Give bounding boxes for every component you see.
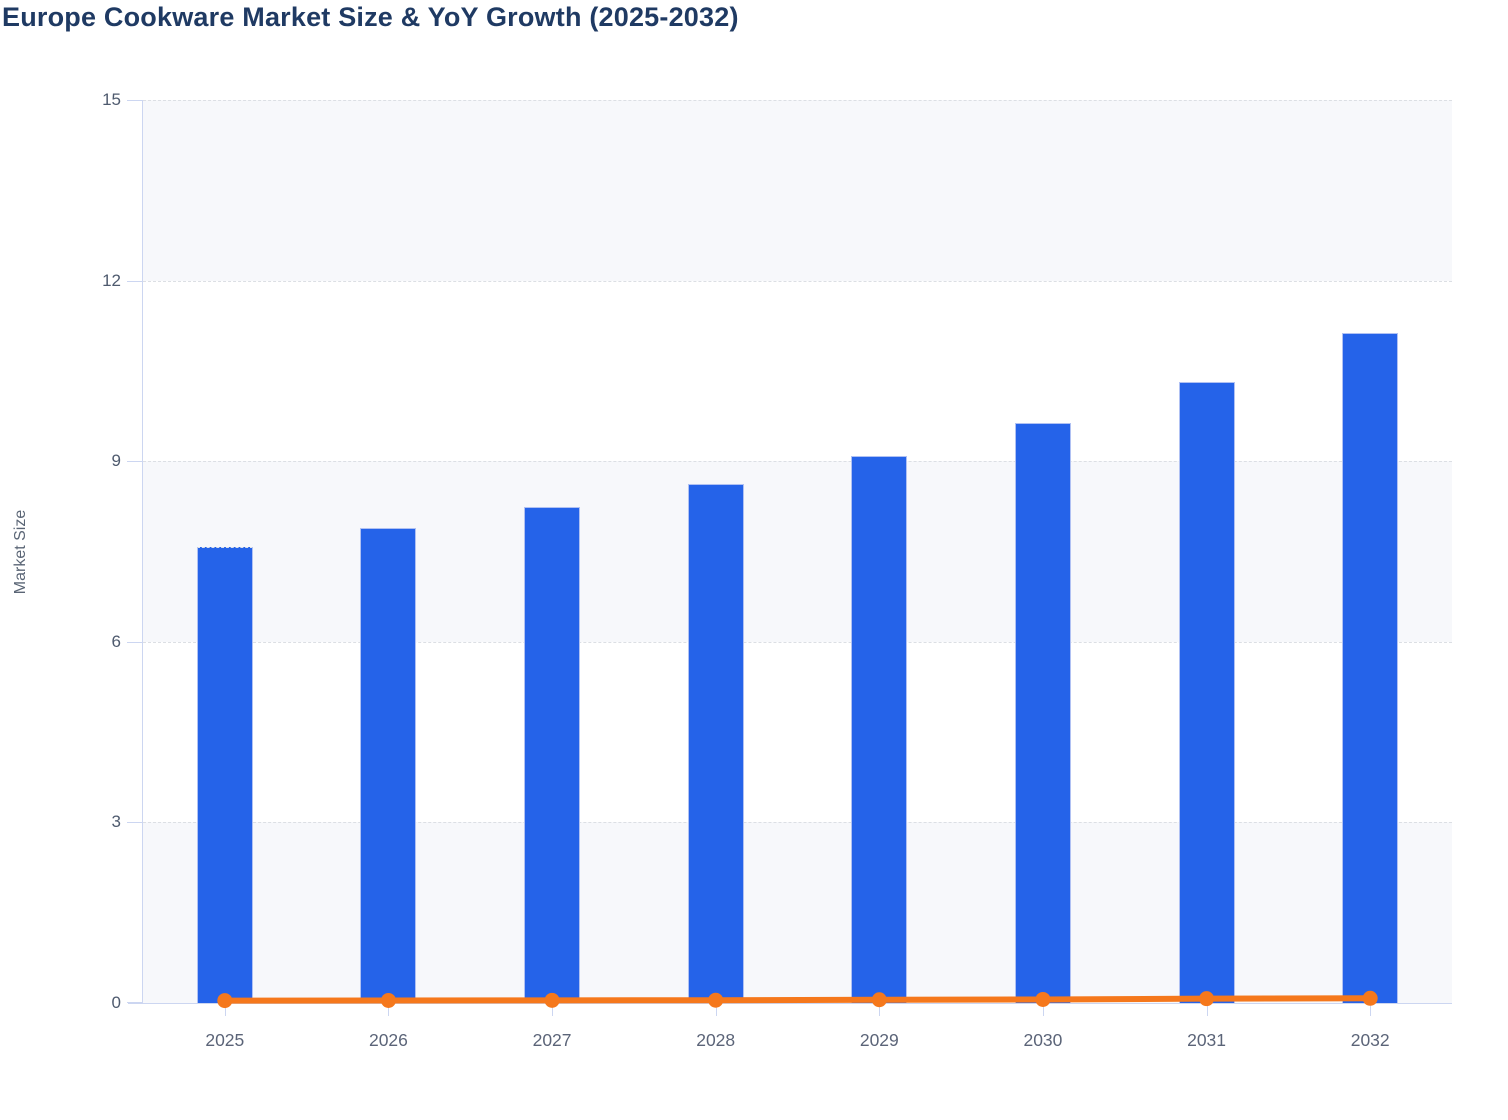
chart-title: Europe Cookware Market Size & YoY Growth…: [2, 2, 739, 32]
y-axis-tick-label: 6: [111, 631, 121, 651]
y-axis-tick-label: 3: [111, 812, 121, 832]
bar-2025: [196, 547, 253, 1003]
grid-band: [143, 461, 1452, 642]
x-axis-label: 2025: [205, 1030, 245, 1050]
y-axis-tick-label: 0: [111, 993, 121, 1012]
grid-band: [143, 281, 1452, 462]
x-axis-tick: [388, 1005, 390, 1016]
x-axis-label: 2031: [1187, 1030, 1227, 1050]
gridline: [143, 280, 1452, 282]
x-axis-label: 2032: [1350, 1030, 1390, 1050]
y-axis-tick-label: 12: [102, 270, 121, 290]
y-axis-tick-label: 15: [102, 90, 121, 109]
x-axis-tick: [879, 1005, 881, 1016]
x-axis-label: 2026: [368, 1030, 408, 1050]
y-axis-tick-label: 9: [111, 451, 121, 471]
bar-2032: [1342, 332, 1399, 1003]
gridline: [143, 822, 1452, 824]
x-axis-tick: [1042, 1005, 1044, 1016]
bar-2027: [524, 506, 581, 1003]
x-axis-tick: [552, 1005, 554, 1016]
x-axis-label: 2028: [696, 1030, 736, 1050]
y-axis-tick: [127, 461, 142, 463]
y-axis-line: [142, 100, 143, 1003]
y-axis-tick: [127, 822, 142, 824]
x-axis-tick: [1370, 1005, 1372, 1016]
x-axis-baseline: [128, 1003, 1452, 1004]
y-axis-tick: [127, 641, 142, 643]
grid-band: [143, 822, 1452, 1003]
x-axis-tick: [715, 1005, 717, 1016]
x-axis-label: 2030: [1023, 1030, 1063, 1050]
bar-2029: [851, 455, 908, 1003]
grid-band: [143, 642, 1452, 823]
bar-2030: [1014, 423, 1071, 1003]
gridline: [143, 100, 1452, 101]
x-axis-tick: [224, 1005, 226, 1016]
x-axis-label: 2029: [859, 1030, 899, 1050]
x-axis-label: 2027: [532, 1030, 572, 1050]
gridline: [143, 641, 1452, 643]
grid-band: [143, 100, 1452, 281]
bar-2028: [687, 484, 744, 1003]
y-axis-tick: [127, 1002, 142, 1003]
x-axis-tick: [1206, 1005, 1208, 1016]
bar-2026: [360, 528, 417, 1003]
bar-2031: [1178, 381, 1235, 1003]
plot-area: 0 3 6 9 12 15 2025 2026 2027 2028 2029 2030 2031 2032: [102, 90, 1452, 1050]
y-axis-title: Market Size: [12, 509, 29, 595]
y-axis-tick: [127, 100, 142, 101]
y-axis-tick: [127, 280, 142, 282]
gridline: [143, 461, 1452, 463]
